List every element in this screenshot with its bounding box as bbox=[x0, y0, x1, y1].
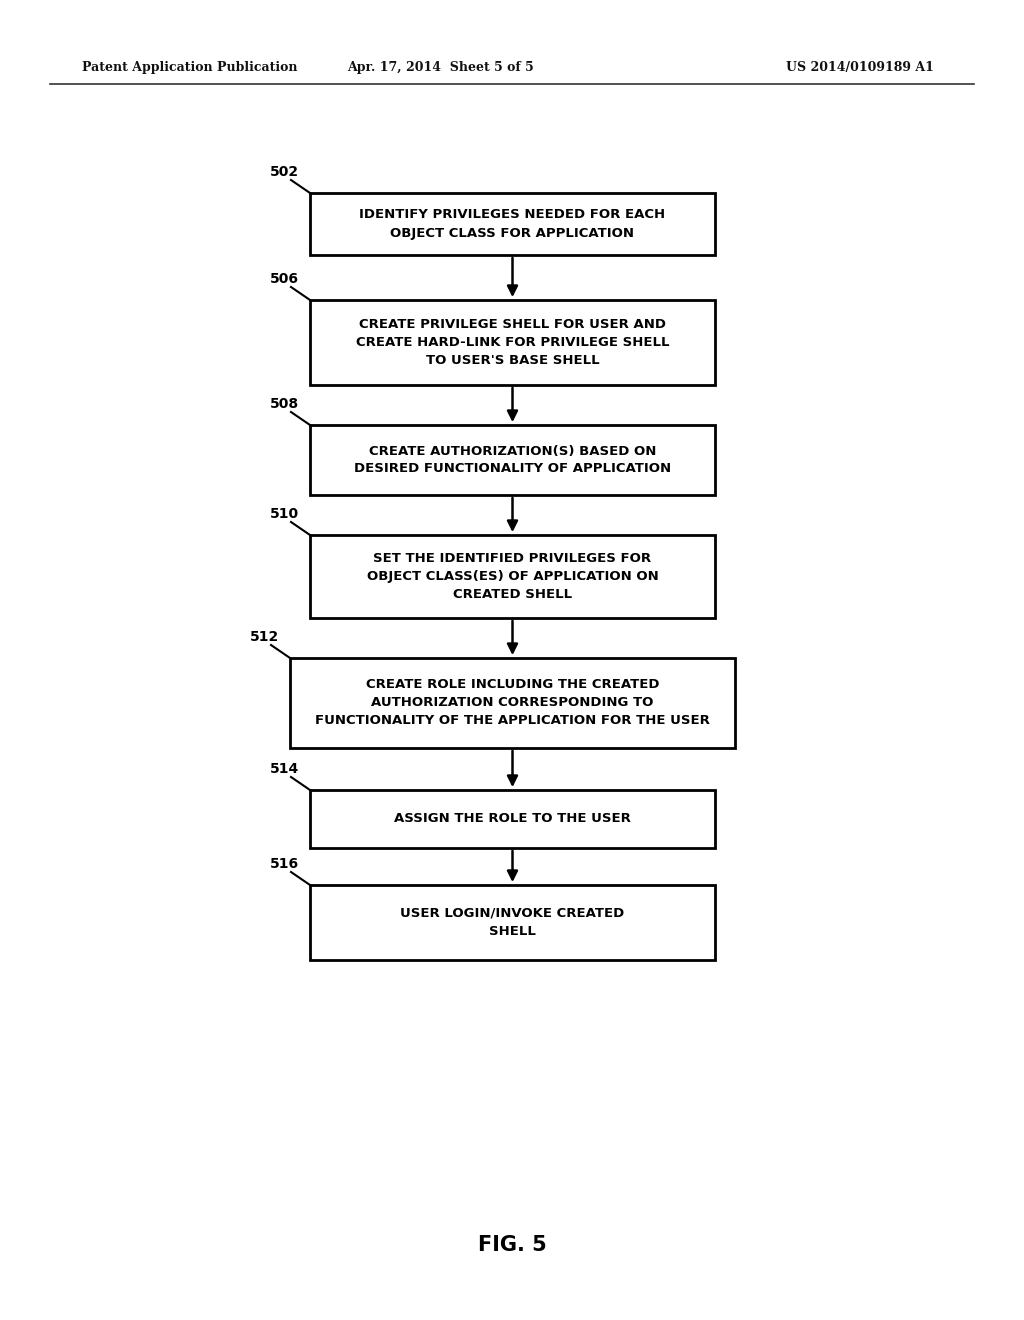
Text: 502: 502 bbox=[270, 165, 299, 180]
Text: Apr. 17, 2014  Sheet 5 of 5: Apr. 17, 2014 Sheet 5 of 5 bbox=[347, 62, 534, 74]
Bar bbox=[310, 884, 715, 960]
Text: IDENTIFY PRIVILEGES NEEDED FOR EACH
OBJECT CLASS FOR APPLICATION: IDENTIFY PRIVILEGES NEEDED FOR EACH OBJE… bbox=[359, 209, 666, 239]
Text: SET THE IDENTIFIED PRIVILEGES FOR
OBJECT CLASS(ES) OF APPLICATION ON
CREATED SHE: SET THE IDENTIFIED PRIVILEGES FOR OBJECT… bbox=[367, 552, 658, 601]
Text: 506: 506 bbox=[270, 272, 299, 286]
Bar bbox=[290, 657, 735, 748]
Text: 516: 516 bbox=[270, 857, 299, 871]
Text: USER LOGIN/INVOKE CREATED
SHELL: USER LOGIN/INVOKE CREATED SHELL bbox=[400, 907, 625, 939]
Bar bbox=[310, 789, 715, 847]
Bar bbox=[310, 193, 715, 255]
Text: FIG. 5: FIG. 5 bbox=[477, 1236, 547, 1255]
Text: CREATE ROLE INCLUDING THE CREATED
AUTHORIZATION CORRESPONDING TO
FUNCTIONALITY O: CREATE ROLE INCLUDING THE CREATED AUTHOR… bbox=[315, 678, 710, 727]
Bar bbox=[310, 300, 715, 385]
Text: 508: 508 bbox=[270, 397, 299, 411]
Text: ASSIGN THE ROLE TO THE USER: ASSIGN THE ROLE TO THE USER bbox=[394, 813, 631, 825]
Text: 514: 514 bbox=[270, 762, 299, 776]
Text: CREATE PRIVILEGE SHELL FOR USER AND
CREATE HARD-LINK FOR PRIVILEGE SHELL
TO USER: CREATE PRIVILEGE SHELL FOR USER AND CREA… bbox=[355, 318, 670, 367]
Text: US 2014/0109189 A1: US 2014/0109189 A1 bbox=[786, 62, 934, 74]
Text: 510: 510 bbox=[270, 507, 299, 521]
Text: Patent Application Publication: Patent Application Publication bbox=[82, 62, 298, 74]
Text: 512: 512 bbox=[250, 630, 280, 644]
Bar bbox=[310, 425, 715, 495]
Text: CREATE AUTHORIZATION(S) BASED ON
DESIRED FUNCTIONALITY OF APPLICATION: CREATE AUTHORIZATION(S) BASED ON DESIRED… bbox=[354, 445, 671, 475]
Bar bbox=[310, 535, 715, 618]
